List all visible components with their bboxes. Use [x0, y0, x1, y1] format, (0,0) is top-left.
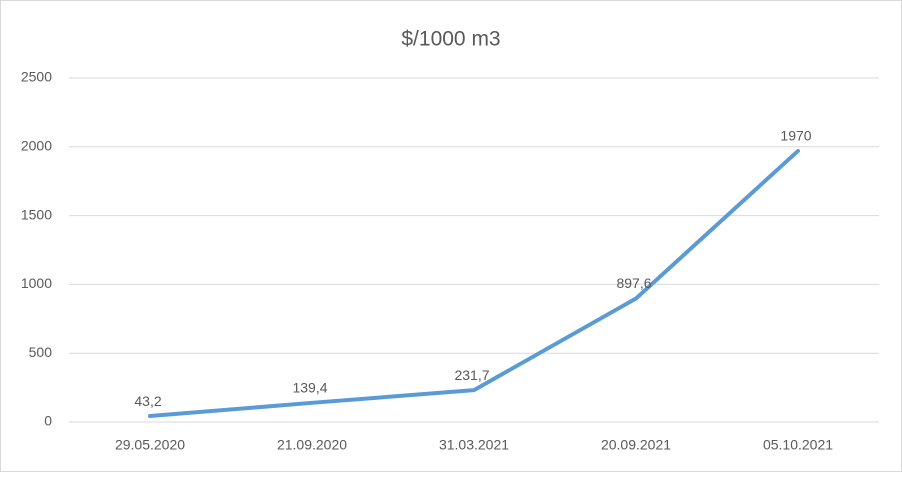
- x-tick-label: 05.10.2021: [763, 437, 833, 453]
- y-tick-label: 1500: [21, 206, 52, 222]
- data-line: [148, 148, 800, 419]
- data-label: 231,7: [454, 367, 489, 383]
- x-tick-label: 29.05.2020: [115, 437, 185, 453]
- y-tick-label: 1000: [21, 275, 52, 291]
- y-tick-label: 500: [29, 344, 53, 360]
- data-label: 1970: [780, 128, 811, 144]
- x-tick-label: 21.09.2020: [277, 437, 347, 453]
- x-tick-label: 20.09.2021: [601, 437, 671, 453]
- data-label: 43,2: [134, 393, 161, 409]
- y-tick-label: 2000: [21, 138, 52, 154]
- y-tick-label: 2500: [21, 69, 52, 85]
- data-label: 139,4: [292, 380, 327, 396]
- y-tick-label: 0: [44, 413, 52, 429]
- x-tick-label: 31.03.2021: [439, 437, 509, 453]
- chart-title: $/1000 m3: [401, 28, 500, 51]
- data-label: 897,6: [616, 275, 651, 291]
